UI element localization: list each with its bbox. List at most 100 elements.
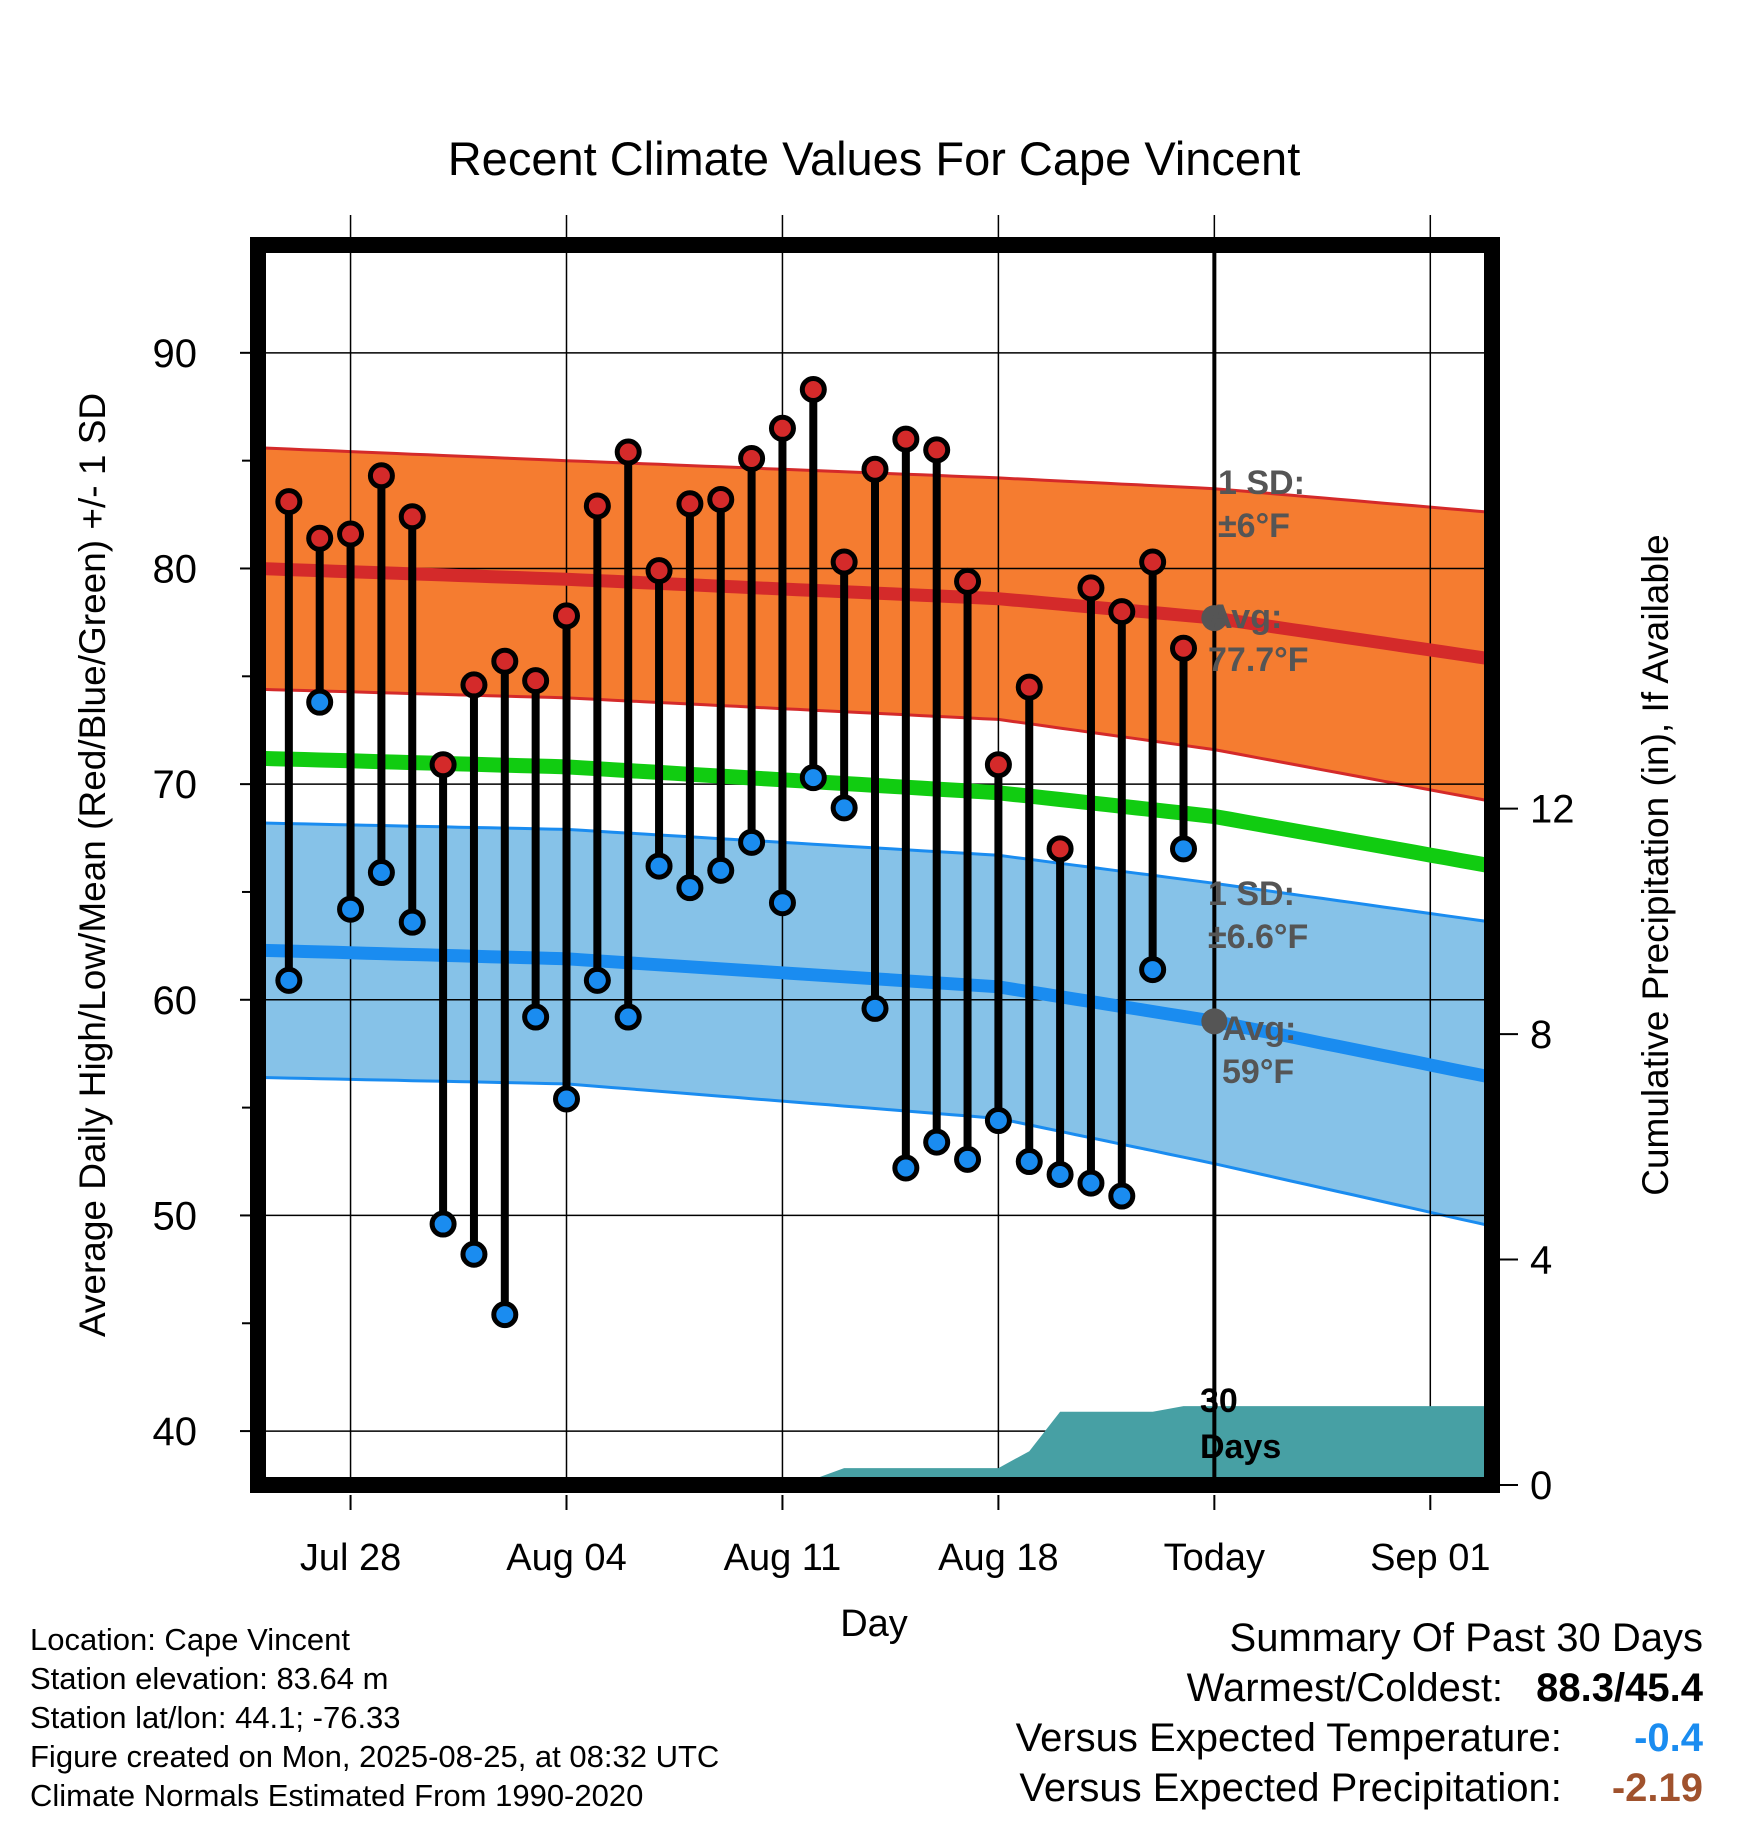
- low-point-jul-27: [306, 688, 334, 716]
- high-point-aug-02: [491, 647, 519, 675]
- x-tick-label: Today: [1164, 1537, 1265, 1579]
- high-sd-label: 1 SD:: [1218, 464, 1305, 502]
- station-latlon: Station lat/lon: 44.1; -76.33: [30, 1700, 401, 1735]
- annotations: 1 SD: ±6°F Avg: 77.7°F 1 SD: ±6.6°F Avg: 59°F 30…: [1200, 464, 1309, 1466]
- y-tick-label: 80: [153, 547, 198, 591]
- low-point-aug-22: [1108, 1182, 1136, 1210]
- axes: 40 50 60 70 80 90 0 4 8 12 Jul 28 Aug 04 Aug 11 Aug 1…: [153, 332, 1575, 1579]
- low-point-aug-13: [830, 794, 858, 822]
- y2-tick-label: 4: [1530, 1239, 1552, 1283]
- y-tick-label: 70: [153, 763, 198, 807]
- y-axis-label: Average Daily High/Low/Mean (Red/Blue/Gr…: [72, 393, 113, 1337]
- summary-temp: Versus Expected Temperature: -0.4: [1016, 1713, 1703, 1763]
- high-point-aug-15: [892, 425, 920, 453]
- y-tick-label: 40: [153, 1410, 198, 1454]
- high-point-aug-24: [1170, 634, 1197, 662]
- low-point-aug-20: [1046, 1160, 1074, 1188]
- high-point-aug-23: [1139, 548, 1167, 576]
- high-point-jul-29: [367, 462, 395, 490]
- high-point-jul-27: [306, 524, 334, 552]
- high-point-aug-19: [1015, 673, 1043, 701]
- high-point-aug-20: [1046, 835, 1074, 863]
- high-point-jul-31: [429, 751, 457, 779]
- low-point-aug-04: [553, 1085, 580, 1113]
- plot-border: [250, 237, 1500, 1493]
- summary-heading: Summary Of Past 30 Days: [1229, 1616, 1703, 1660]
- precip-value: -2.19: [1611, 1766, 1703, 1810]
- low-point-aug-18: [984, 1107, 1012, 1135]
- summary-warm-cold: Warmest/Coldest: 88.3/45.4: [1016, 1663, 1703, 1713]
- temp-value: -0.4: [1634, 1716, 1703, 1760]
- high-point-aug-05: [583, 492, 611, 520]
- window-days-label: Days: [1200, 1428, 1281, 1466]
- x-tick-label: Aug 04: [506, 1537, 626, 1579]
- low-point-aug-08: [676, 874, 704, 902]
- low-point-aug-09: [707, 856, 735, 884]
- station-location: Location: Cape Vincent: [30, 1622, 350, 1657]
- high-point-aug-09: [707, 485, 735, 513]
- temp-label: Versus Expected Temperature:: [1015, 1716, 1562, 1760]
- high-point-aug-12: [799, 375, 827, 403]
- high-point-aug-13: [830, 548, 858, 576]
- high-point-aug-06: [614, 438, 642, 466]
- low-point-jul-26: [275, 966, 303, 994]
- warm-cold-label: Warmest/Coldest:: [1186, 1666, 1504, 1710]
- daily-stems: [284, 389, 1188, 1315]
- low-point-aug-11: [768, 889, 796, 917]
- low-point-aug-01: [460, 1240, 488, 1268]
- low-point-jul-31: [429, 1210, 457, 1238]
- today-high-avg-marker: [1201, 605, 1228, 632]
- low-point-aug-05: [583, 966, 611, 994]
- low-point-aug-16: [923, 1128, 951, 1156]
- daily-points: [275, 375, 1228, 1329]
- high-avg-label: Avg:: [1208, 598, 1282, 636]
- low-point-aug-17: [954, 1145, 982, 1173]
- high-point-aug-04: [553, 602, 580, 630]
- precip-cumulative-area: [258, 1406, 1492, 1485]
- normals-period: Climate Normals Estimated From 1990-2020: [30, 1778, 644, 1813]
- y2-tick-label: 0: [1530, 1464, 1552, 1508]
- y-tick-label: 60: [153, 979, 198, 1023]
- low-point-jul-30: [398, 908, 426, 936]
- low-point-aug-07: [645, 852, 673, 880]
- low-point-jul-28: [337, 895, 365, 923]
- low-avg-label: Avg:: [1222, 1010, 1296, 1048]
- low-point-aug-12: [799, 764, 827, 792]
- low-point-aug-24: [1170, 835, 1197, 863]
- low-sd-value: ±6.6°F: [1208, 918, 1308, 956]
- low-point-aug-23: [1139, 956, 1167, 984]
- high-point-aug-11: [768, 414, 796, 442]
- high-point-aug-18: [984, 751, 1012, 779]
- low-point-aug-02: [491, 1301, 519, 1329]
- precip-label: Versus Expected Precipitation:: [1019, 1766, 1562, 1810]
- precip-area: [258, 1406, 1492, 1485]
- high-point-aug-22: [1108, 598, 1136, 626]
- x-tick-label: Aug 18: [938, 1537, 1058, 1579]
- high-point-jul-28: [337, 520, 365, 548]
- high-point-aug-21: [1077, 574, 1105, 602]
- high-point-aug-17: [954, 567, 982, 595]
- high-point-aug-01: [460, 671, 488, 699]
- window-days-number: 30: [1200, 1382, 1238, 1420]
- x-tick-label: Jul 28: [300, 1537, 401, 1579]
- chart-title: Recent Climate Values For Cape Vincent: [448, 132, 1301, 185]
- high-point-jul-30: [398, 503, 426, 531]
- y2-tick-label: 8: [1530, 1013, 1552, 1057]
- warm-cold-value: 88.3/45.4: [1536, 1666, 1703, 1710]
- high-sd-value: ±6°F: [1218, 507, 1290, 545]
- high-point-aug-16: [923, 436, 951, 464]
- high-point-aug-14: [861, 455, 889, 483]
- low-sd-label: 1 SD:: [1208, 875, 1295, 913]
- high-point-jul-26: [275, 488, 303, 516]
- station-info: Location: Cape Vincent Station elevation…: [30, 1620, 719, 1815]
- x-tick-label: Sep 01: [1370, 1537, 1490, 1579]
- summary-precip: Versus Expected Precipitation: -2.19: [1016, 1763, 1703, 1813]
- low-point-aug-03: [522, 1003, 550, 1031]
- summary-panel: Summary Of Past 30 Days Warmest/Coldest:…: [1016, 1613, 1703, 1813]
- low-point-aug-19: [1015, 1148, 1043, 1176]
- low-point-jul-29: [367, 859, 395, 887]
- high-point-aug-10: [738, 444, 766, 472]
- station-elevation: Station elevation: 83.64 m: [30, 1661, 389, 1696]
- low-point-aug-06: [614, 1003, 642, 1031]
